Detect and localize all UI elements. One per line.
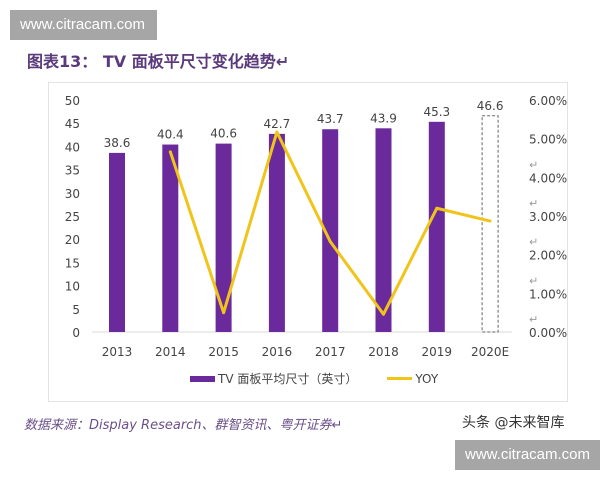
- bar-data-label: 45.3: [423, 105, 450, 119]
- left-tick-label: 50: [65, 94, 80, 108]
- left-tick-label: 10: [65, 280, 80, 294]
- yoy-point: [168, 150, 172, 154]
- legend-bar-swatch: [190, 375, 215, 382]
- bar-data-label: 46.6: [477, 99, 504, 113]
- bar: [481, 115, 499, 333]
- return-mark: ↵: [529, 236, 538, 249]
- x-tick-label: 2020E: [471, 345, 509, 359]
- left-tick-label: 35: [65, 164, 80, 178]
- bar-data-label: 38.6: [104, 136, 131, 150]
- x-tick-label: 2015: [208, 345, 239, 359]
- left-tick-label: 5: [72, 303, 80, 317]
- legend-line-swatch: [387, 377, 413, 380]
- right-tick-label: 5.00%: [529, 133, 567, 147]
- right-tick-label: 1.00%: [529, 287, 567, 301]
- bar: [215, 143, 232, 332]
- return-mark: ↵: [529, 158, 538, 171]
- x-tick-label: 2014: [155, 345, 186, 359]
- x-tick-label: 2013: [102, 345, 133, 359]
- bar: [162, 144, 179, 332]
- left-tick-label: 15: [65, 256, 80, 270]
- right-tick-label: 4.00%: [529, 171, 567, 185]
- legend-bar-label: TV 面板平均尺寸（英寸）: [218, 372, 358, 386]
- bar: [375, 128, 392, 332]
- left-tick-label: 25: [65, 210, 80, 224]
- return-mark: ↵: [529, 313, 538, 326]
- bar-data-label: 40.4: [157, 128, 184, 142]
- x-tick-label: 2016: [262, 345, 293, 359]
- right-tick-label: 0.00%: [529, 326, 567, 340]
- right-tick-label: 6.00%: [529, 94, 567, 108]
- yoy-point: [435, 206, 439, 210]
- chart-frame: [48, 82, 568, 402]
- left-tick-label: 30: [65, 187, 80, 201]
- return-mark: ↵: [529, 197, 538, 210]
- source-note: 数据来源：Display Research、群智资讯、粤开证券↵: [24, 418, 343, 433]
- bar-data-label: 43.7: [317, 112, 344, 126]
- yoy-point: [275, 130, 279, 134]
- x-tick-label: 2019: [422, 345, 453, 359]
- x-tick-label: 2017: [315, 345, 346, 359]
- yoy-point: [488, 219, 492, 223]
- left-tick-label: 20: [65, 233, 80, 247]
- return-mark: ↵: [529, 274, 538, 287]
- bar-data-label: 42.7: [264, 117, 291, 131]
- bar: [322, 129, 339, 332]
- left-tick-label: 0: [72, 326, 80, 340]
- left-tick-label: 45: [65, 117, 80, 131]
- watermark-top: www.citracam.com: [10, 10, 157, 40]
- right-tick-label: 2.00%: [529, 249, 567, 263]
- yoy-point: [328, 240, 332, 244]
- bar: [109, 152, 125, 332]
- brand-watermark: 头条 @未来智库: [462, 415, 565, 431]
- legend: TV 面板平均尺寸（英寸） YOY: [190, 370, 438, 387]
- bar-data-label: 43.9: [370, 111, 397, 125]
- chart-title: 图表13： TV 面板平尺寸变化趋势↵: [27, 52, 290, 71]
- yoy-point: [222, 311, 226, 315]
- watermark-bottom: www.citracam.com: [455, 440, 600, 470]
- bar-data-label: 40.6: [210, 127, 237, 141]
- left-tick-label: 40: [65, 140, 80, 154]
- bar: [428, 121, 445, 332]
- right-tick-label: 3.00%: [529, 210, 567, 224]
- x-tick-label: 2018: [368, 345, 399, 359]
- legend-line-label: YOY: [415, 371, 439, 386]
- bar: [268, 133, 285, 332]
- yoy-point: [382, 312, 385, 316]
